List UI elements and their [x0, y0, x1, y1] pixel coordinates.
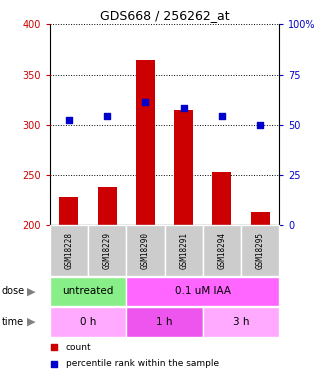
Bar [50, 225, 88, 276]
Title: GDS668 / 256262_at: GDS668 / 256262_at [100, 9, 229, 22]
Bar [251, 212, 270, 225]
Bar [98, 187, 117, 225]
Bar [88, 225, 126, 276]
Text: time: time [2, 317, 24, 327]
Text: GSM18290: GSM18290 [141, 232, 150, 269]
Point [257, 122, 263, 128]
Point [52, 345, 57, 351]
Text: GSM18295: GSM18295 [256, 232, 265, 269]
Text: dose: dose [2, 286, 25, 296]
Bar [203, 308, 279, 337]
Point [105, 113, 110, 119]
Point [66, 117, 72, 123]
Point [181, 105, 186, 111]
Text: 3 h: 3 h [233, 317, 249, 327]
Text: 0 h: 0 h [80, 317, 96, 327]
Bar [203, 225, 241, 276]
Text: count: count [66, 343, 91, 352]
Bar [50, 277, 126, 306]
Bar [126, 277, 279, 306]
Text: GSM18229: GSM18229 [103, 232, 112, 269]
Point [143, 99, 148, 105]
Bar [50, 308, 126, 337]
Text: untreated: untreated [62, 286, 114, 296]
Bar [59, 197, 78, 225]
Text: GSM18228: GSM18228 [65, 232, 74, 269]
Bar [164, 225, 203, 276]
Text: 0.1 uM IAA: 0.1 uM IAA [175, 286, 231, 296]
Point [52, 360, 57, 366]
Bar [174, 110, 193, 225]
Point [219, 113, 224, 119]
Text: 1 h: 1 h [156, 317, 173, 327]
Text: ▶: ▶ [27, 317, 36, 327]
Bar [241, 225, 279, 276]
Text: GSM18294: GSM18294 [217, 232, 226, 269]
Text: percentile rank within the sample: percentile rank within the sample [66, 359, 219, 368]
Bar [136, 60, 155, 225]
Bar [126, 225, 164, 276]
Bar [126, 308, 203, 337]
Text: GSM18291: GSM18291 [179, 232, 188, 269]
Text: ▶: ▶ [27, 286, 36, 296]
Bar [212, 172, 231, 225]
